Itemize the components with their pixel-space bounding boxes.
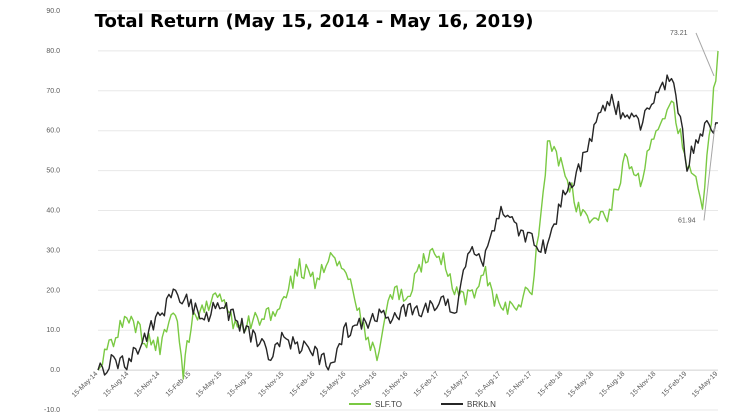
series-line-brkb-n [97, 74, 719, 376]
y-tick-label: 70.0 [46, 88, 60, 95]
y-tick-label: 80.0 [46, 48, 60, 55]
y-tick-label: 30.0 [46, 247, 60, 254]
annotation-label: 73.21 [670, 30, 688, 37]
annotations: 73.21 61.94 [670, 30, 716, 224]
y-tick-label: 60.0 [46, 128, 60, 135]
legend-label: SLF.TO [375, 400, 402, 409]
series-line-slf-to [97, 50, 719, 380]
y-tick-label: -10.0 [44, 407, 60, 414]
y-tick-label: 50.0 [46, 168, 60, 175]
legend-label: BRKb.N [467, 400, 496, 409]
y-tick-label: 20.0 [46, 287, 60, 294]
series-lines [97, 50, 719, 380]
chart-title: Total Return (May 15, 2014 - May 16, 201… [95, 11, 534, 32]
annotation-label: 61.94 [678, 217, 696, 224]
legend: SLF.TO BRKb.N [349, 400, 496, 409]
y-tick-label: 90.0 [46, 8, 60, 15]
y-tick-label: 40.0 [46, 208, 60, 215]
y-axis-ticks: -10.0 0.0 10.0 20.0 30.0 40.0 50.0 60.0 70.0 80.0… [44, 8, 60, 414]
y-tick-label: 0.0 [50, 367, 60, 374]
annotation-leader [703, 124, 716, 221]
annotation-leader [695, 32, 715, 77]
gridlines [98, 10, 718, 411]
y-tick-label: 10.0 [46, 327, 60, 334]
